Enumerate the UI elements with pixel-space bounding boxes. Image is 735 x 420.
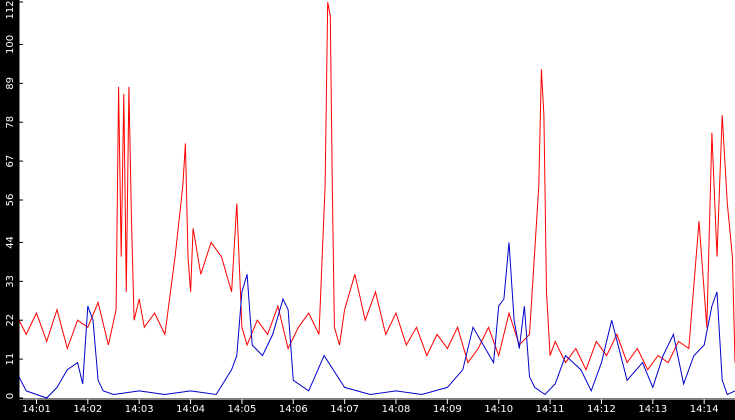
y-tick-label: 112 — [5, 0, 16, 19]
y-tick-label: 89 — [5, 77, 16, 90]
y-tick-label: 67 — [5, 155, 16, 168]
x-tick-label: 14:09 — [433, 404, 462, 415]
x-tick-label: 14:11 — [536, 404, 565, 415]
x-tick-label: 14:13 — [638, 404, 667, 415]
y-tick-label: 56 — [5, 194, 16, 207]
y-tick-label: 100 — [5, 35, 16, 54]
y-tick-layer: 0 11 22 33 44 56 67 78 89 100 112 — [5, 0, 23, 399]
series-layer — [18, 1, 735, 399]
x-tick-label: 14:03 — [125, 404, 154, 415]
x-tick-label: 14:08 — [382, 404, 411, 415]
y-tick-label: 33 — [5, 275, 16, 288]
x-tick-label: 14:10 — [484, 404, 513, 415]
y-tick-label: 44 — [5, 236, 16, 249]
x-tick-label: 14:07 — [330, 404, 359, 415]
series-line-1 — [18, 1, 735, 371]
x-tick-label: 14:04 — [176, 404, 205, 415]
x-tick-label: 14:14 — [690, 404, 719, 415]
x-tick-label: 14:05 — [228, 404, 257, 415]
x-tick-layer: 14:01 14:02 14:03 14:04 14:05 14:06 14:07 14:08… — [22, 399, 719, 415]
y-tick-label: 11 — [5, 353, 16, 366]
x-tick-label: 14:06 — [279, 404, 308, 415]
x-tick-label: 14:02 — [73, 404, 102, 415]
series-line-2 — [18, 242, 735, 399]
x-tick-label: 14:01 — [22, 404, 51, 415]
x-tick-label: 14:12 — [587, 404, 616, 415]
plot-area — [19, 0, 735, 400]
y-tick-label: 22 — [5, 314, 16, 327]
y-tick-label: 78 — [5, 116, 16, 129]
y-tick-label: 0 — [5, 393, 16, 399]
